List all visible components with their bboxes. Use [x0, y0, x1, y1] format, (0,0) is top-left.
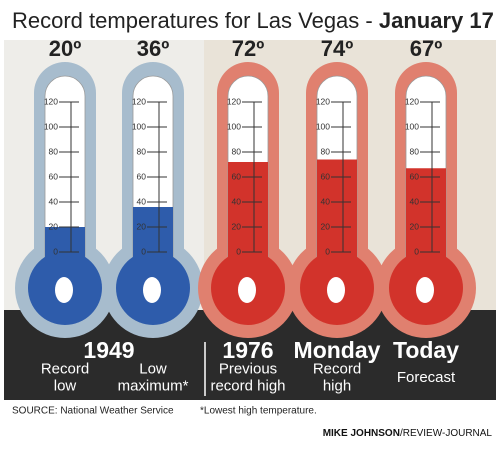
tick-label: 80 — [410, 146, 420, 156]
value-label: 72º — [232, 36, 265, 61]
value-label: 36º — [137, 36, 170, 61]
tick-label: 20 — [49, 221, 59, 231]
tick-label: 80 — [232, 146, 242, 156]
tick-label: 20 — [321, 221, 331, 231]
category-label: Previous — [219, 360, 277, 377]
bulb-highlight — [143, 277, 161, 303]
value-label: 74º — [321, 36, 354, 61]
tick-label: 0 — [414, 246, 419, 256]
category-label: Record — [41, 360, 89, 377]
tick-label: 60 — [410, 171, 420, 181]
tick-label: 120 — [132, 96, 146, 106]
tick-label: 120 — [44, 96, 58, 106]
tick-label: 20 — [137, 221, 147, 231]
category-label: high — [323, 377, 351, 394]
category-label: Low — [139, 360, 167, 377]
credit-org: /REVIEW-JOURNAL — [400, 428, 492, 439]
tick-label: 40 — [232, 196, 242, 206]
tick-label: 100 — [227, 121, 241, 131]
tick-label: 120 — [227, 96, 241, 106]
category-label: maximum* — [118, 377, 189, 394]
tick-label: 0 — [325, 246, 330, 256]
tick-label: 20 — [410, 221, 420, 231]
tick-label: 100 — [132, 121, 146, 131]
tick-label: 60 — [137, 171, 147, 181]
group-label: Monday — [294, 337, 381, 363]
value-label: 20º — [49, 36, 82, 61]
tick-label: 120 — [405, 96, 419, 106]
tick-label: 60 — [321, 171, 331, 181]
bulb-highlight — [238, 277, 256, 303]
credit-name: MIKE JOHNSON — [323, 428, 400, 439]
title-date: January 17 — [379, 8, 494, 33]
tick-label: 80 — [49, 146, 59, 156]
tick-label: 60 — [232, 171, 242, 181]
bulb-highlight — [416, 277, 434, 303]
tick-label: 80 — [321, 146, 331, 156]
chart-title: Record temperatures for Las Vegas - Janu… — [12, 8, 494, 33]
category-label: low — [54, 377, 77, 394]
category-label: record high — [210, 377, 285, 394]
title-text: Record temperatures for Las Vegas - — [12, 8, 373, 33]
tick-label: 80 — [137, 146, 147, 156]
bulb-highlight — [55, 277, 73, 303]
tick-label: 0 — [141, 246, 146, 256]
tick-label: 40 — [137, 196, 147, 206]
tick-label: 40 — [49, 196, 59, 206]
bulb-highlight — [327, 277, 345, 303]
tick-label: 120 — [316, 96, 330, 106]
group-label: 1976 — [222, 337, 273, 363]
tick-label: 0 — [236, 246, 241, 256]
footnote: *Lowest high temperature. — [200, 406, 317, 417]
tick-label: 100 — [316, 121, 330, 131]
category-label: Record — [313, 360, 361, 377]
group-label: Today — [393, 337, 459, 363]
group-label: 1949 — [83, 337, 134, 363]
tick-label: 100 — [405, 121, 419, 131]
tick-label: 100 — [44, 121, 58, 131]
category-label: Forecast — [397, 369, 456, 386]
tick-label: 20 — [232, 221, 242, 231]
tick-label: 40 — [321, 196, 331, 206]
source: SOURCE: National Weather Service — [12, 406, 174, 417]
tick-label: 60 — [49, 171, 59, 181]
value-label: 67º — [410, 36, 443, 61]
tick-label: 40 — [410, 196, 420, 206]
tick-label: 0 — [53, 246, 58, 256]
credit: MIKE JOHNSON/REVIEW-JOURNAL — [323, 428, 493, 439]
